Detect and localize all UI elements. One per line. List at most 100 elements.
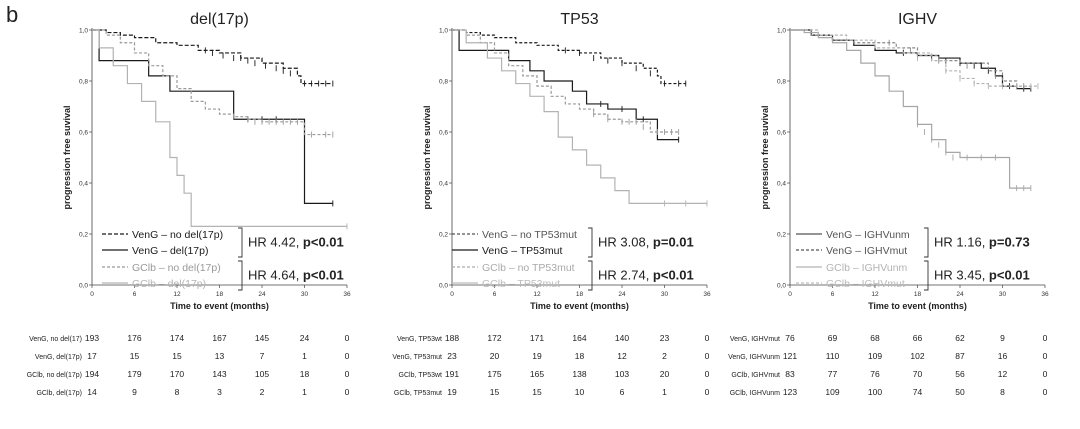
risk-value: 0 [1043, 351, 1048, 361]
risk-value: 0 [1043, 387, 1048, 397]
risk-value: 15 [532, 387, 542, 397]
risk-value: 3 [217, 387, 222, 397]
y-tick-label: 0,8 [777, 79, 786, 86]
risk-value: 0 [705, 351, 710, 361]
risk-value: 167 [212, 333, 226, 343]
y-tick-label: 0,2 [777, 232, 786, 239]
chart-title: TP53 [560, 11, 598, 28]
y-tick-label: 0,4 [777, 181, 786, 188]
y-tick-label: 0,8 [79, 79, 88, 86]
risk-value: 18 [300, 369, 310, 379]
y-tick-label: 0,0 [79, 283, 88, 290]
risk-value: 0 [345, 387, 350, 397]
risk-value: 24 [300, 333, 310, 343]
hr-annotation: HR 3.45, p<0.01 [934, 268, 1030, 283]
risk-value: 15 [172, 351, 182, 361]
risk-value: 15 [490, 387, 500, 397]
risk-value: 0 [345, 369, 350, 379]
risk-value: 10 [575, 387, 585, 397]
risk-value: 19 [447, 387, 457, 397]
risk-value: 188 [445, 333, 459, 343]
risk-value: 2 [662, 351, 667, 361]
risk-value: 23 [660, 333, 670, 343]
risk-value: 191 [445, 369, 459, 379]
risk-value: 145 [255, 333, 269, 343]
risk-value: 15 [130, 351, 140, 361]
risk-value: 16 [998, 351, 1008, 361]
risk-row-label: VenG, del(17p) [35, 354, 82, 361]
risk-value: 69 [828, 333, 838, 343]
legend-label: GClb – TP53mut [482, 278, 560, 290]
risk-value: 164 [572, 333, 586, 343]
x-tick-label: 6 [493, 291, 497, 298]
hr-bracket [238, 227, 243, 258]
risk-value: 17 [87, 351, 97, 361]
risk-row-label: GClb, del(17p) [36, 390, 82, 397]
risk-value: 9 [132, 387, 137, 397]
hr-annotation: HR 3.08, p=0.01 [598, 235, 694, 250]
y-tick-label: 0,4 [79, 181, 88, 188]
risk-value: 66 [913, 333, 923, 343]
risk-value: 50 [955, 387, 965, 397]
risk-row-label: VenG, IGHVmut [730, 336, 780, 343]
risk-value: 8 [175, 387, 180, 397]
risk-value: 77 [828, 369, 838, 379]
risk-row-label: GClb, TP53mut [394, 390, 442, 397]
legend-label: VenG – IGHVunm [826, 229, 910, 241]
y-tick-label: 0,2 [79, 232, 88, 239]
y-tick-label: 0,0 [439, 283, 448, 290]
km-curve-1 [452, 29, 679, 141]
x-tick-label: 36 [1041, 291, 1049, 298]
y-tick-label: 0,6 [79, 130, 88, 137]
y-axis-label: progression free suvival [760, 105, 770, 209]
risk-value: 9 [1000, 333, 1005, 343]
risk-value: 100 [868, 387, 882, 397]
risk-value: 102 [910, 351, 924, 361]
risk-value: 109 [868, 351, 882, 361]
km-curve-1 [92, 29, 333, 204]
risk-value: 194 [85, 369, 99, 379]
y-tick-label: 0,6 [439, 130, 448, 137]
risk-value: 175 [487, 369, 501, 379]
km-chart-del17p: del(17p)0,00,20,40,60,81,00 6 12 18 24 30 36Ti… [27, 11, 351, 397]
legend-label: GClb – del(17p) [132, 278, 206, 290]
risk-value: 74 [913, 387, 923, 397]
hr-bracket [238, 260, 243, 291]
risk-value: 176 [127, 333, 141, 343]
risk-value: 70 [913, 369, 923, 379]
x-tick-label: 30 [661, 291, 669, 298]
x-tick-label: 36 [343, 291, 351, 298]
km-curve-2 [790, 29, 1031, 189]
risk-row-label: VenG, no del(17) [29, 336, 82, 343]
risk-value: 12 [617, 351, 627, 361]
risk-value: 109 [825, 387, 839, 397]
legend-label: GClb – no del(17p) [132, 262, 221, 274]
risk-value: 110 [826, 351, 840, 361]
x-tick-label: 18 [576, 291, 584, 298]
x-tick-label: 18 [914, 291, 922, 298]
risk-value: 103 [615, 369, 629, 379]
x-tick-label: 6 [831, 291, 835, 298]
km-curve-3 [452, 29, 707, 204]
chart-title: del(17p) [190, 11, 249, 28]
risk-value: 0 [1043, 369, 1048, 379]
risk-value: 76 [785, 333, 795, 343]
risk-value: 143 [212, 369, 226, 379]
hr-annotation: HR 4.64, p<0.01 [248, 268, 344, 283]
km-curve-0 [452, 29, 686, 85]
risk-value: 193 [85, 333, 99, 343]
risk-value: 19 [532, 351, 542, 361]
risk-row-label: GClb, IGHVmut [731, 372, 780, 379]
risk-value: 0 [705, 333, 710, 343]
risk-value: 1 [662, 387, 667, 397]
risk-value: 0 [705, 369, 710, 379]
risk-value: 12 [998, 369, 1008, 379]
y-tick-label: 1,0 [777, 28, 786, 35]
x-tick-label: 6 [133, 291, 137, 298]
hr-annotation: HR 1.16, p=0.73 [934, 235, 1030, 250]
x-tick-label: 30 [301, 291, 309, 298]
risk-row-label: VenG, TP53wt [397, 336, 442, 343]
risk-value: 0 [345, 351, 350, 361]
